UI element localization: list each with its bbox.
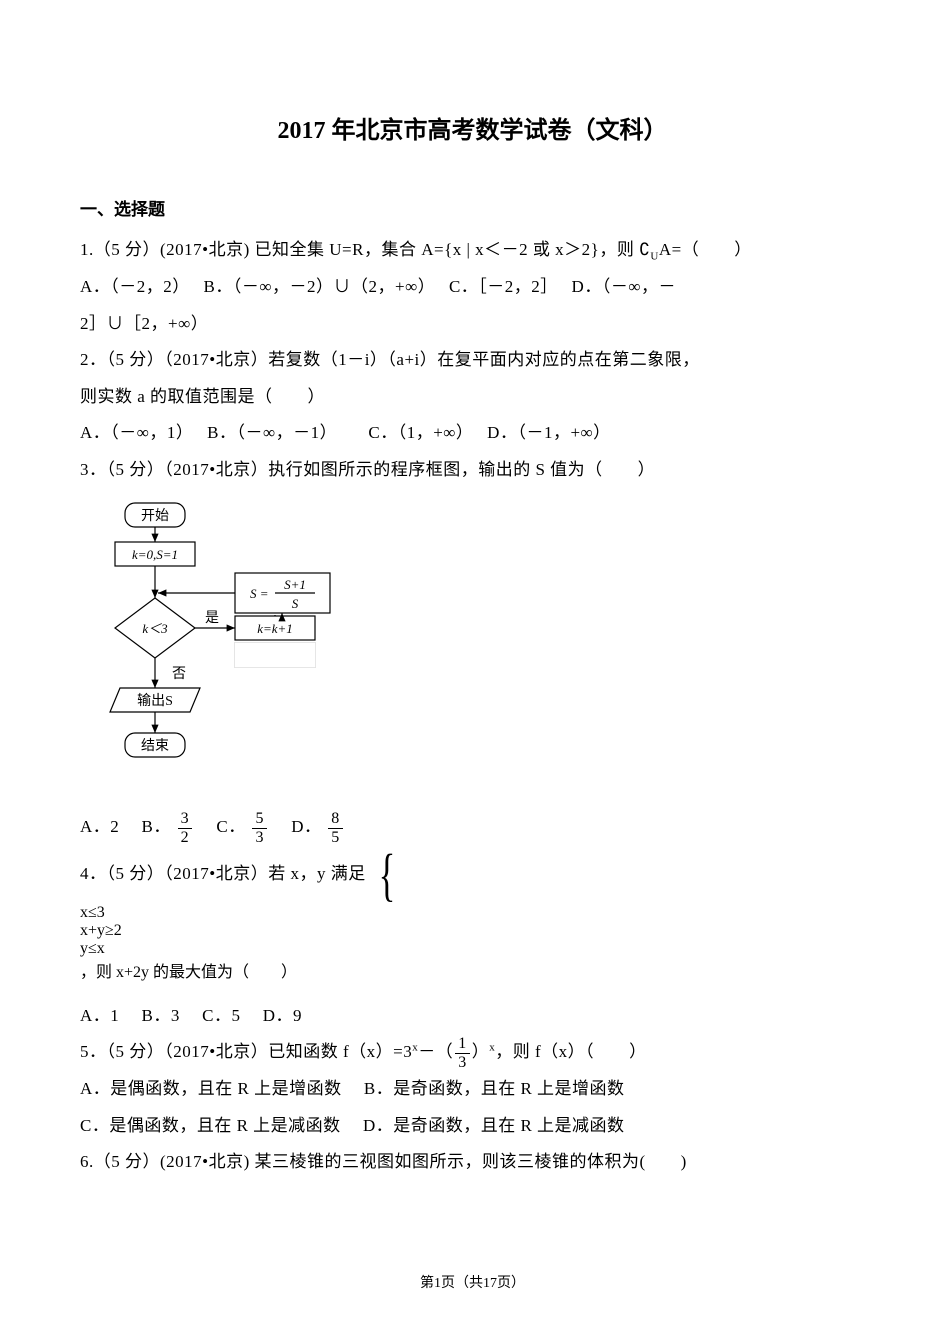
q4-c1: x≤3 [80,904,865,922]
q3-optB: B． [142,817,171,836]
q1-optD1: D．（－∞，－ [572,277,676,296]
q5-fn: 1 [455,1036,470,1054]
q3-fracC-n: 5 [252,811,267,829]
q1-sub: U [650,250,658,262]
q3-fracC-d: 3 [252,829,267,846]
q3-opts: A．2 B． 32 C． 53 D． 85 [80,809,865,846]
footer-a: 第 [420,1276,434,1291]
q4-optC: C．5 [202,1006,240,1025]
brace-icon: { [379,846,396,904]
q4-optB: B．3 [142,1006,180,1025]
q1-optB: B．（－∞，－2）∪（2，+∞） [204,277,427,296]
q5-s1: 5．（5 分）（2017•北京）已知函数 f（x）=3 [80,1042,412,1061]
q3-fracC: 53 [252,811,267,846]
q2-optC: C．（1，+∞） [368,423,465,442]
doc-title: 2017 年北京市高考数学试卷（文科） [80,110,865,145]
q4-c3: y≤x [80,940,865,958]
q4-stem2: ，则 x+2y 的最大值为（ ） [80,964,297,981]
q2-stem1: 2．（5 分）（2017•北京）若复数（1－i）（a+i）在复平面内对应的点在第… [80,342,865,379]
flowchart-diagram: 开始 k=0,S=1 S = S+1 S k＜3 是 k=k+1 [80,498,865,803]
fc-yes: 是 [205,611,219,626]
q4-brace: { [373,846,403,904]
fc-s-eq: S = [250,586,269,601]
q5-stem: 5．（5 分）（2017•北京）已知函数 f（x）=3x－（13）x，则 f（x… [80,1034,865,1071]
q2-optB: B．（－∞，－1） [207,423,328,442]
q5-s3: ） [472,1042,490,1061]
q5-s2: －（ [418,1042,453,1061]
q3-fracD-n: 8 [328,811,343,829]
q3-optC: C． [216,817,245,836]
fc-init: k=0,S=1 [132,547,178,562]
q3-fracB-d: 2 [178,829,193,846]
q4-optA: A．1 [80,1006,119,1025]
q5-optA: A．是偶函数，且在 R 上是增函数 [80,1079,342,1098]
fc-s-num: S+1 [284,577,306,592]
q4-c2: x+y≥2 [80,922,865,940]
q1-stem: 1.（5 分）(2017•北京) 已知全集 U=R，集合 A={x | x＜－2… [80,232,865,269]
fc-no: 否 [172,667,186,682]
q2-stem2: 则实数 a 的取值范围是（ ） [80,379,865,416]
q5-frac: 13 [455,1036,470,1071]
q5-optB: B．是奇函数，且在 R 上是增函数 [364,1079,625,1098]
q1-optA: A．（－2，2） [80,277,181,296]
page: 2017 年北京市高考数学试卷（文科） 一、选择题 1.（5 分）(2017•北… [0,0,945,1337]
q5-optD: D．是奇函数，且在 R 上是减函数 [363,1116,625,1135]
q1-optD2: 2］∪［2，+∞） [80,306,865,343]
q3-fracD: 85 [328,811,343,846]
q1-text2: A=（ ） [659,240,752,259]
q2-opts: A．（－∞，1） B．（－∞，－1） C．（1，+∞） D．（－1，+∞） [80,415,865,452]
q3-fracB: 32 [178,811,193,846]
fc-cond: k＜3 [142,621,168,636]
fc-inc2: k=k+1 [257,621,293,636]
q5-fd: 3 [455,1054,470,1071]
fc-s-den: S [292,596,299,611]
q4-stem: 4．（5 分）（2017•北京）若 x，y 满足 { [80,846,865,904]
q4-stem1: 4．（5 分）（2017•北京）若 x，y 满足 [80,864,366,883]
q5-optsAB: A．是偶函数，且在 R 上是增函数 B．是奇函数，且在 R 上是增函数 [80,1071,865,1108]
q4-optD: D．9 [263,1006,302,1025]
q5-optC: C．是偶函数，且在 R 上是减函数 [80,1116,341,1135]
footer-b: 1 [434,1276,441,1291]
q2-optD: D．（－1，+∞） [487,423,610,442]
q3-fracD-d: 5 [328,829,343,846]
page-footer: 第1页（共17页） [0,1272,945,1292]
q6-stem: 6.（5 分）(2017•北京) 某三棱锥的三视图如图所示，则该三棱锥的体积为(… [80,1144,865,1181]
q5-optsCD: C．是偶函数，且在 R 上是减函数 D．是奇函数，且在 R 上是减函数 [80,1108,865,1145]
q3-stem: 3．（5 分）（2017•北京）执行如图所示的程序框图，输出的 S 值为（ ） [80,452,865,489]
fc-end: 结束 [141,738,169,754]
fc-out: 输出S [137,693,173,709]
footer-d: 17 [483,1276,497,1291]
q5-s4: ，则 f（x）（ ） [495,1042,646,1061]
q1-opts: A．（－2，2） B．（－∞，－2）∪（2，+∞） C．［－2，2］ D．（－∞… [80,269,865,306]
q4-opts: A．1 B．3 C．5 D．9 [80,998,865,1035]
flowchart-svg: 开始 k=0,S=1 S = S+1 S k＜3 是 k=k+1 [80,498,360,798]
fc-start: 开始 [141,508,169,524]
footer-e: 页） [497,1276,525,1291]
footer-c: 页（共 [441,1276,483,1291]
section-heading: 一、选择题 [80,195,865,220]
q1-optC: C．［－2，2］ [449,277,549,296]
q3-fracB-n: 3 [178,811,193,829]
q3-optD: D． [291,817,321,836]
q1-text: 1.（5 分）(2017•北京) 已知全集 U=R，集合 A={x | x＜－2… [80,240,650,259]
q2-optA: A．（－∞，1） [80,423,185,442]
q3-optA: A．2 [80,817,119,836]
